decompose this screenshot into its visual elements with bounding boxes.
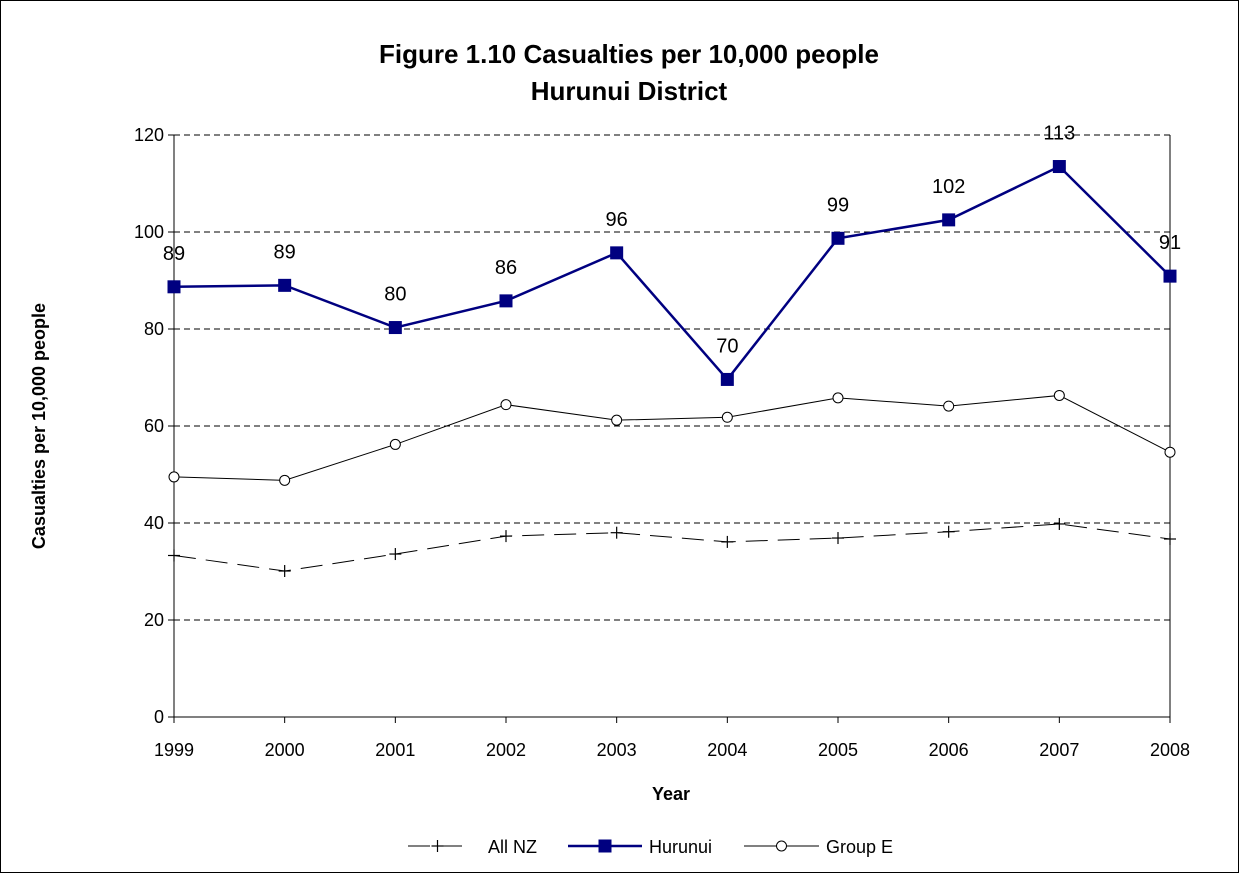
point-all-nz-2008 xyxy=(1164,533,1176,546)
point-group-e-2005 xyxy=(832,392,844,404)
series-all-nz xyxy=(168,517,1176,578)
y-axis-title: Casualties per 10,000 people xyxy=(29,303,49,549)
y-tick-label-0: 0 xyxy=(154,707,164,727)
x-axis-title: Year xyxy=(652,784,690,804)
point-all-nz-2006 xyxy=(942,525,955,538)
x-tick-label-2001: 2001 xyxy=(375,740,415,760)
data-label-hurunui-2004: 70 xyxy=(716,335,738,357)
series-layer xyxy=(167,160,1177,578)
point-group-e-2006 xyxy=(943,400,955,412)
y-tick-label-80: 80 xyxy=(144,319,164,339)
point-all-nz-2007 xyxy=(1053,517,1066,530)
point-hurunui-2006 xyxy=(942,213,956,227)
point-hurunui-2004 xyxy=(720,372,734,386)
point-all-nz-2004 xyxy=(721,535,734,548)
data-label-hurunui-2000: 89 xyxy=(274,241,296,263)
legend-item-group-e: Group E xyxy=(744,837,893,857)
point-all-nz-2000 xyxy=(278,565,291,578)
x-tick-label-1999: 1999 xyxy=(154,740,194,760)
legend-marker-group-e xyxy=(776,840,787,852)
axes xyxy=(168,134,1171,723)
point-all-nz-2001 xyxy=(389,548,402,561)
legend-marker-all-nz xyxy=(431,840,444,852)
chart-title: Figure 1.10 Casualties per 10,000 people xyxy=(379,39,879,69)
point-group-e-1999 xyxy=(168,471,180,483)
data-label-hurunui-2006: 102 xyxy=(932,176,965,198)
data-label-hurunui-2007: 113 xyxy=(1043,123,1075,145)
point-hurunui-2005 xyxy=(831,231,845,245)
point-hurunui-2000 xyxy=(278,278,292,292)
point-hurunui-2002 xyxy=(499,294,513,308)
point-group-e-2004 xyxy=(721,411,733,423)
point-all-nz-2002 xyxy=(500,530,512,543)
legend: All NZ Hurunui Group E xyxy=(408,837,893,857)
y-tick-label-120: 120 xyxy=(134,125,164,145)
x-tick-label-2004: 2004 xyxy=(707,740,747,760)
y-tick-label-40: 40 xyxy=(144,513,164,533)
legend-marker-hurunui xyxy=(598,839,612,853)
point-hurunui-2007 xyxy=(1052,160,1066,174)
data-label-hurunui-2001: 80 xyxy=(384,284,406,306)
point-group-e-2008 xyxy=(1164,446,1176,458)
y-tick-label-20: 20 xyxy=(144,610,164,630)
x-tick-label-2006: 2006 xyxy=(929,740,969,760)
y-tick-labels: 0 20 40 60 80 100 120 xyxy=(134,125,164,727)
x-tick-labels: 1999 2000 2001 2002 2003 2004 2005 2006 2007 2008 xyxy=(154,740,1190,760)
gridlines xyxy=(174,134,1170,621)
point-all-nz-2005 xyxy=(832,532,844,545)
x-tick-label-2007: 2007 xyxy=(1039,740,1079,760)
series-group-e xyxy=(168,389,1176,486)
y-tick-label-100: 100 xyxy=(134,222,164,242)
legend-item-hurunui: Hurunui xyxy=(568,837,712,857)
chart-subtitle: Hurunui District xyxy=(531,76,728,106)
data-label-hurunui-2005: 99 xyxy=(827,194,849,216)
legend-label-hurunui: Hurunui xyxy=(649,837,712,857)
point-all-nz-2003 xyxy=(610,526,623,539)
point-hurunui-2001 xyxy=(388,321,402,335)
data-labels: 89 89 80 86 96 70 99 102 113 91 xyxy=(163,123,1181,358)
series-line-all-nz xyxy=(173,523,1171,572)
series-hurunui xyxy=(167,160,1177,386)
x-tick-label-2002: 2002 xyxy=(486,740,526,760)
legend-label-all-nz: All NZ xyxy=(488,837,537,857)
y-tick-label-60: 60 xyxy=(144,416,164,436)
point-group-e-2000 xyxy=(279,474,291,486)
data-label-hurunui-2002: 86 xyxy=(495,257,517,279)
point-all-nz-1999 xyxy=(168,549,180,562)
legend-item-all-nz: All NZ xyxy=(408,837,537,857)
x-tick-label-2005: 2005 xyxy=(818,740,858,760)
legend-label-group-e: Group E xyxy=(826,837,893,857)
point-hurunui-1999 xyxy=(167,280,181,294)
data-label-hurunui-1999: 89 xyxy=(163,243,185,265)
data-label-hurunui-2003: 96 xyxy=(606,209,628,231)
data-label-hurunui-2008: 91 xyxy=(1159,232,1181,254)
point-group-e-2007 xyxy=(1053,389,1065,401)
point-group-e-2001 xyxy=(389,438,401,450)
point-group-e-2003 xyxy=(611,414,623,426)
x-tick-label-2003: 2003 xyxy=(597,740,637,760)
point-hurunui-2008 xyxy=(1163,269,1177,283)
point-hurunui-2003 xyxy=(610,246,624,260)
x-tick-label-2000: 2000 xyxy=(265,740,305,760)
series-line-group-e xyxy=(173,394,1171,481)
point-group-e-2002 xyxy=(500,399,512,411)
series-line-hurunui xyxy=(173,165,1171,382)
x-tick-label-2008: 2008 xyxy=(1150,740,1190,760)
